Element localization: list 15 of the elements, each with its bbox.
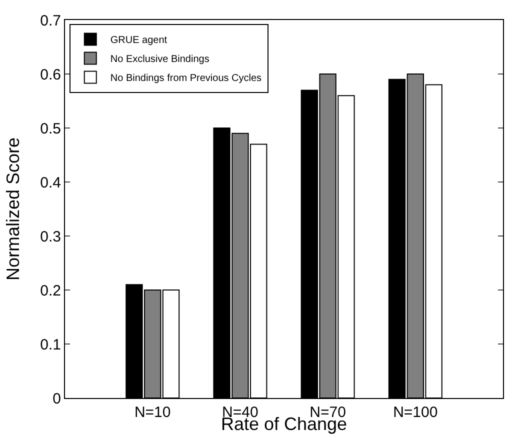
legend-label: No Exclusive Bindings: [110, 54, 210, 66]
x-tick-label: N=10: [134, 404, 171, 421]
y-tick-label: 0.2: [40, 282, 61, 300]
legend-label: GRUE agent: [110, 35, 168, 46]
legend-label: No Bindings from Previous Cycles: [110, 73, 262, 84]
y-tick-label: 0.4: [40, 174, 61, 192]
x-tick-label: N=70: [310, 404, 346, 421]
y-tick-label: 0.3: [40, 228, 61, 246]
y-tick-label: 0: [52, 390, 61, 408]
y-tick-label: 0.7: [40, 12, 61, 30]
y-axis-title: Normalized Score: [3, 137, 23, 281]
y-tick-label: 0.5: [40, 120, 61, 138]
x-tick-label: N=100: [393, 404, 438, 421]
y-tick-label: 0.6: [40, 66, 61, 84]
y-tick-label: 0.1: [40, 336, 61, 354]
